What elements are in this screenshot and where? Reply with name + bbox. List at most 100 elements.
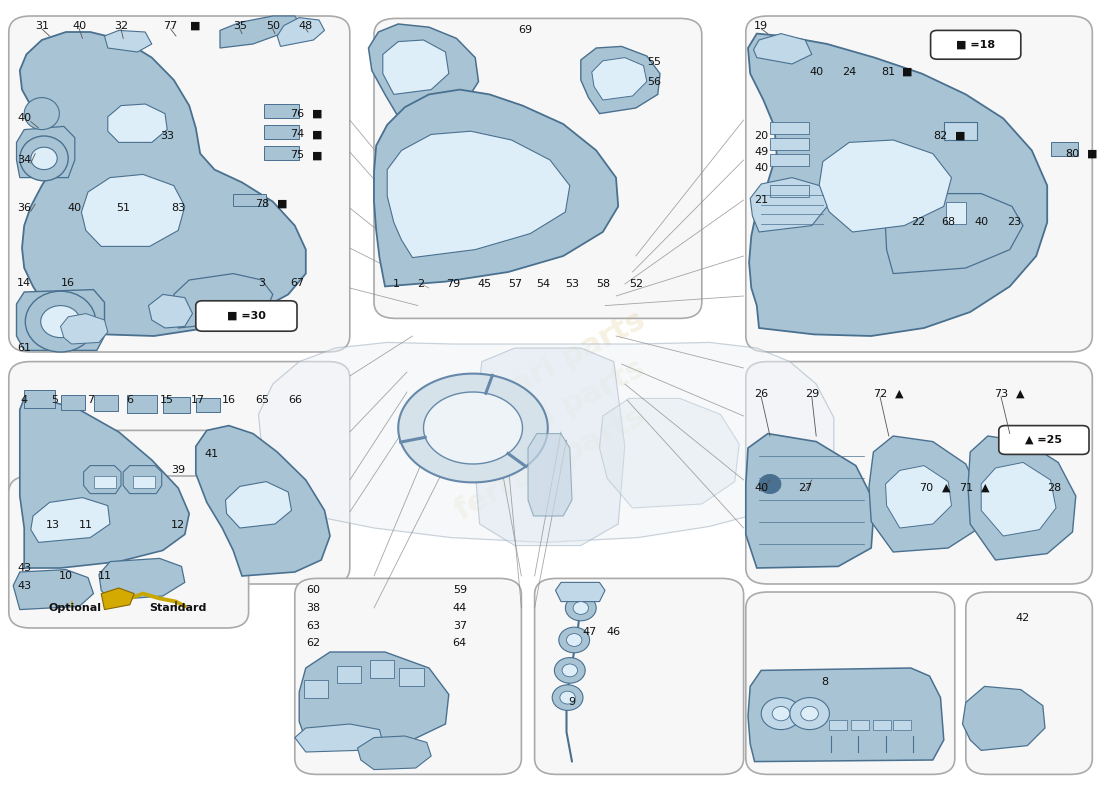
Polygon shape xyxy=(528,434,572,516)
Bar xyxy=(944,122,977,140)
Text: ▲: ▲ xyxy=(1016,389,1025,398)
Text: 16: 16 xyxy=(62,278,75,288)
Text: ■: ■ xyxy=(312,150,323,160)
Polygon shape xyxy=(968,436,1076,560)
Bar xyxy=(264,125,299,139)
Text: 39: 39 xyxy=(172,466,185,475)
Text: ferrari parts: ferrari parts xyxy=(450,306,650,430)
Bar xyxy=(264,104,299,118)
FancyBboxPatch shape xyxy=(746,16,1092,352)
Text: 20: 20 xyxy=(755,131,768,141)
Text: 40: 40 xyxy=(810,67,823,77)
Text: 29: 29 xyxy=(805,389,818,398)
Bar xyxy=(196,398,220,412)
Polygon shape xyxy=(592,58,647,100)
Ellipse shape xyxy=(801,706,818,721)
Text: 61: 61 xyxy=(18,343,31,353)
Text: 76: 76 xyxy=(290,109,304,118)
Polygon shape xyxy=(20,32,306,336)
Polygon shape xyxy=(99,558,185,600)
Text: 65: 65 xyxy=(255,395,268,405)
FancyBboxPatch shape xyxy=(966,592,1092,774)
Polygon shape xyxy=(104,30,152,52)
Text: 70: 70 xyxy=(920,483,933,493)
Text: 38: 38 xyxy=(307,603,320,613)
Polygon shape xyxy=(383,40,449,94)
Text: 32: 32 xyxy=(114,21,128,30)
Text: 14: 14 xyxy=(18,278,31,288)
Bar xyxy=(133,476,155,488)
Polygon shape xyxy=(754,34,812,64)
Text: 60: 60 xyxy=(307,586,320,595)
Polygon shape xyxy=(886,194,1023,274)
Text: 83: 83 xyxy=(172,203,185,213)
Text: 57: 57 xyxy=(508,279,521,289)
Polygon shape xyxy=(424,392,522,464)
Bar xyxy=(770,122,808,134)
FancyBboxPatch shape xyxy=(374,18,702,318)
Polygon shape xyxy=(174,274,273,328)
Bar xyxy=(233,194,266,206)
Bar xyxy=(304,680,328,698)
Polygon shape xyxy=(60,314,108,344)
Polygon shape xyxy=(387,131,570,258)
Ellipse shape xyxy=(761,698,801,730)
Text: 17: 17 xyxy=(191,395,205,405)
Text: 64: 64 xyxy=(453,638,466,648)
Text: 11: 11 xyxy=(98,571,111,581)
Text: 8: 8 xyxy=(822,677,828,686)
Text: 36: 36 xyxy=(18,203,31,213)
Ellipse shape xyxy=(759,474,781,494)
Polygon shape xyxy=(31,498,110,542)
Text: 22: 22 xyxy=(912,218,925,227)
Text: ■: ■ xyxy=(277,199,288,209)
Polygon shape xyxy=(13,570,94,610)
Text: 13: 13 xyxy=(46,520,59,530)
Bar xyxy=(946,202,966,224)
Ellipse shape xyxy=(560,691,575,704)
Bar xyxy=(893,720,911,730)
Polygon shape xyxy=(81,174,185,246)
Polygon shape xyxy=(258,342,834,542)
Polygon shape xyxy=(368,24,478,128)
Bar xyxy=(770,154,808,166)
Polygon shape xyxy=(818,140,952,232)
Text: 23: 23 xyxy=(1008,218,1021,227)
Polygon shape xyxy=(108,104,167,142)
Text: 66: 66 xyxy=(288,395,301,405)
Text: 45: 45 xyxy=(477,279,491,289)
Text: ■: ■ xyxy=(902,67,913,77)
Polygon shape xyxy=(473,348,625,546)
Text: 24: 24 xyxy=(843,67,856,77)
FancyBboxPatch shape xyxy=(999,426,1089,454)
Polygon shape xyxy=(748,668,944,762)
Ellipse shape xyxy=(25,291,96,352)
Text: 33: 33 xyxy=(161,131,174,141)
Ellipse shape xyxy=(24,98,59,130)
Text: 40: 40 xyxy=(755,163,768,173)
Text: ▲: ▲ xyxy=(942,483,950,493)
Polygon shape xyxy=(16,126,75,178)
Polygon shape xyxy=(16,290,104,350)
Text: 27: 27 xyxy=(799,483,812,493)
Text: 53: 53 xyxy=(565,279,579,289)
Ellipse shape xyxy=(790,698,829,730)
Text: 5: 5 xyxy=(52,395,58,405)
Text: 1: 1 xyxy=(393,279,399,289)
Text: 34: 34 xyxy=(18,155,31,165)
Polygon shape xyxy=(962,686,1045,750)
Text: 54: 54 xyxy=(537,279,550,289)
Text: 3: 3 xyxy=(258,278,265,288)
Text: 55: 55 xyxy=(648,58,661,67)
Text: 4: 4 xyxy=(21,395,28,405)
Text: 48: 48 xyxy=(299,21,312,30)
Text: 21: 21 xyxy=(755,195,768,205)
Text: 12: 12 xyxy=(172,520,185,530)
Text: 43: 43 xyxy=(18,581,31,590)
Ellipse shape xyxy=(31,147,57,170)
Text: 56: 56 xyxy=(648,77,661,86)
Bar xyxy=(163,397,190,413)
Polygon shape xyxy=(748,34,1047,336)
Text: ■ =18: ■ =18 xyxy=(956,40,996,50)
FancyBboxPatch shape xyxy=(9,16,350,352)
